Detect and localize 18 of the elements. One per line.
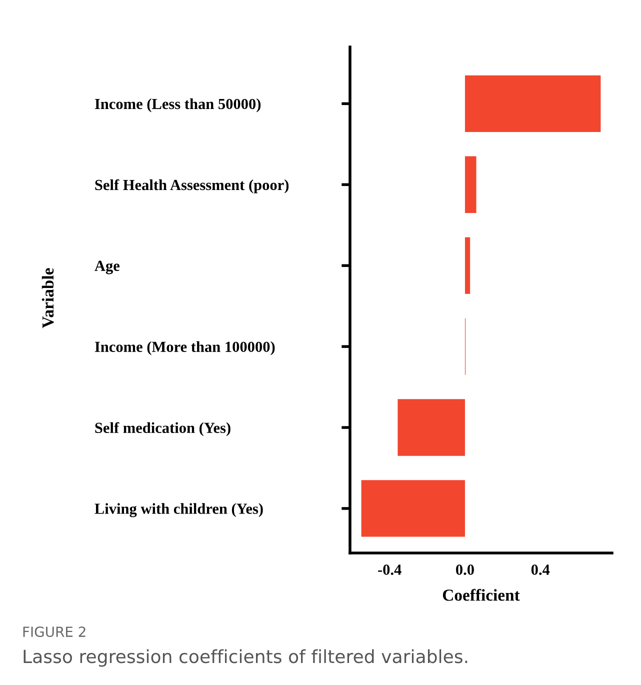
y-tick-label: Age bbox=[94, 260, 120, 274]
bar bbox=[398, 399, 465, 456]
x-tick-label: 0.4 bbox=[531, 564, 550, 575]
text: Lasso regression coefficients of filtered variables. bbox=[24, 649, 468, 667]
x-tick-label: 0.0 bbox=[456, 564, 474, 575]
x-axis-title: Coefficient bbox=[442, 588, 520, 601]
caption: FIGURE 2 bbox=[23, 626, 86, 638]
bar bbox=[464, 237, 470, 294]
bar bbox=[361, 480, 465, 537]
x-tick-label: -0.4 bbox=[378, 564, 402, 575]
y-tick-label: Self Health Assessment (poor) bbox=[95, 179, 289, 194]
bar bbox=[464, 156, 476, 213]
y-tick-label: Living with children (Yes) bbox=[94, 503, 263, 518]
y-tick-label: Income (More than 100000) bbox=[94, 341, 275, 356]
y-tick-label: Income (Less than 50000) bbox=[94, 98, 261, 112]
y-tick-label: Self medication (Yes) bbox=[95, 422, 230, 436]
bar bbox=[464, 75, 601, 132]
y-axis-title: Variable bbox=[42, 268, 54, 328]
